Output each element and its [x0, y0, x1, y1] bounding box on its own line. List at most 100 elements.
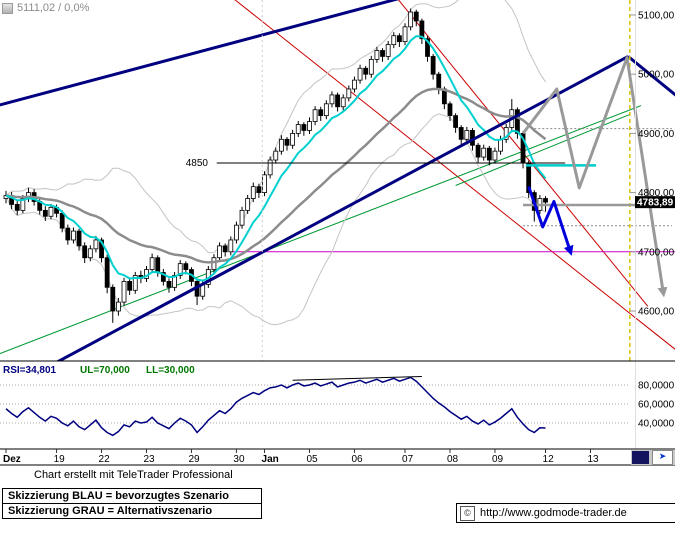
candle: [323, 103, 329, 117]
x-axis-label: 06: [351, 454, 363, 465]
credit-text: Chart erstellt mit TeleTrader Profession…: [34, 469, 233, 481]
candle: [318, 109, 324, 117]
candle: [228, 239, 234, 253]
x-axis-label: 22: [99, 454, 111, 465]
candle: [250, 186, 256, 199]
candle: [481, 147, 487, 158]
copyright-url[interactable]: http://www.godmode-trader.de: [480, 507, 627, 519]
rsi-axis-label: 80,0000: [638, 381, 675, 392]
candle: [312, 109, 318, 122]
candle: [290, 132, 296, 146]
quote-readout: 5111,02 / 0,0%: [2, 2, 89, 14]
ma-slow-gray: [5, 87, 547, 264]
candle: [127, 280, 133, 291]
copyright-box: © http://www.godmode-trader.de: [456, 503, 675, 523]
main-chart-layer: 4850: [0, 0, 675, 361]
y-axis-label: 4600,00: [638, 307, 675, 318]
candle: [335, 94, 340, 108]
candle: [419, 20, 425, 40]
trendline-uptrend-upper-navy: [0, 0, 400, 107]
candle: [464, 130, 470, 140]
candle: [217, 245, 222, 259]
candle: [380, 50, 385, 57]
trendline-uptrend-green-long: [0, 105, 642, 355]
candle: [346, 88, 352, 99]
candle: [76, 230, 82, 247]
y-axis-label: 5000,00: [638, 70, 675, 81]
candle: [87, 248, 93, 259]
rsi-lower-limit-label: LL=30,000: [146, 365, 195, 376]
candle: [149, 257, 155, 270]
trendline-navy-roof-right: [627, 55, 675, 97]
candle: [357, 67, 363, 81]
candle: [413, 11, 419, 22]
scenario-gray-path: [521, 56, 668, 298]
last-price-tag: [635, 196, 675, 209]
x-axis-label: 19: [54, 454, 66, 465]
quote-icon: [2, 2, 13, 14]
x-axis-label: 23: [144, 454, 156, 465]
candle: [155, 257, 161, 273]
candle: [177, 263, 183, 276]
candle: [329, 94, 335, 105]
candle: [503, 127, 509, 140]
candle: [267, 159, 273, 176]
candle: [110, 286, 116, 312]
candle: [340, 97, 346, 108]
candle: [48, 206, 54, 217]
candle: [14, 204, 20, 211]
x-axis-label: 05: [306, 454, 318, 465]
candle: [515, 109, 520, 134]
candle: [121, 280, 127, 303]
candle: [486, 147, 492, 161]
quote-text: 5111,02 / 0,0%: [17, 2, 90, 14]
scroll-right-button[interactable]: ➤: [652, 450, 673, 465]
candle: [93, 239, 99, 250]
x-axis-label: 29: [188, 454, 200, 465]
candle: [65, 227, 71, 241]
rsi-axis-label: 40,0000: [638, 419, 675, 430]
candle: [307, 121, 312, 131]
y-axis-label: 4900,00: [638, 129, 675, 140]
bollinger-upper-band: [5, 0, 546, 254]
candle: [166, 280, 172, 288]
y-axis-label: 4700,00: [638, 247, 675, 258]
candle: [475, 144, 481, 158]
y-axis-label: 4800,00: [638, 188, 675, 199]
candle: [543, 198, 548, 203]
candle: [391, 35, 397, 46]
x-axis-label: 08: [447, 454, 459, 465]
candle: [363, 67, 369, 75]
ma-fast-cyan: [5, 35, 547, 282]
candle: [116, 301, 121, 312]
x-axis-label: 09: [492, 454, 504, 465]
last-price-label: 4783,89: [637, 198, 674, 209]
candle: [458, 127, 464, 140]
candle: [104, 257, 110, 288]
x-axis-label: 07: [402, 454, 414, 465]
rsi-panel-layer: [0, 375, 630, 437]
x-axis-label: Jan: [262, 454, 279, 465]
trendline-uptrend-channel-navy: [55, 55, 629, 361]
candle: [453, 115, 459, 128]
x-axis-label: Dez: [3, 454, 21, 465]
x-axis-label: 30: [233, 454, 245, 465]
candle: [436, 73, 442, 90]
rsi-line: [5, 376, 546, 437]
trendline-downtrend-red-long: [234, 0, 675, 350]
x-axis-label: 13: [587, 454, 599, 465]
scrollbar-thumb[interactable]: [632, 451, 649, 464]
candle: [273, 150, 279, 161]
level-4850-label: 4850: [186, 158, 209, 169]
candle: [245, 198, 251, 211]
rsi-upper-limit-label: UL=70,000: [80, 365, 130, 376]
candle: [368, 59, 374, 75]
timeline-scrollbar[interactable]: ➤: [631, 450, 675, 465]
candle: [256, 186, 262, 193]
candle: [402, 26, 408, 43]
x-axis-label: 12: [543, 454, 555, 465]
candle: [492, 150, 498, 161]
candle: [82, 245, 88, 259]
rsi-trendline: [292, 375, 422, 381]
candle: [498, 138, 503, 152]
